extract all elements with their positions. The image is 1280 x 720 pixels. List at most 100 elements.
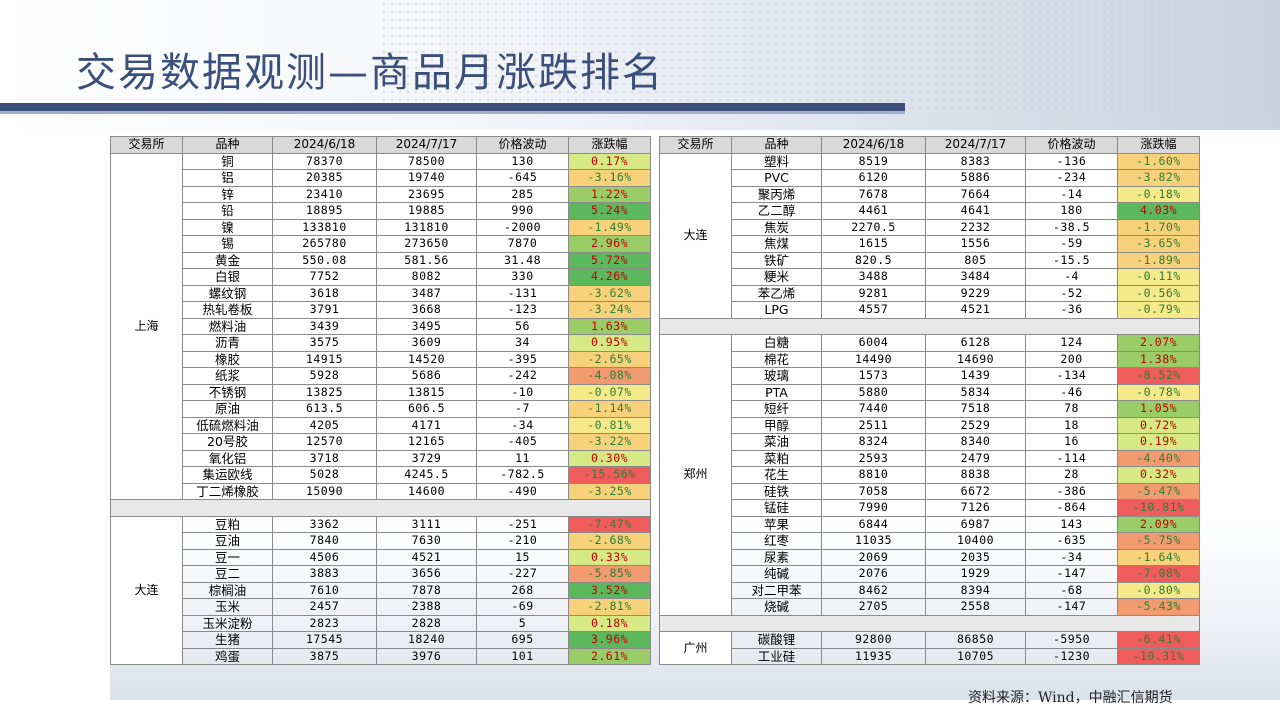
variety-cell: 菜粕 [731, 449, 822, 467]
price-start-cell: 23410 [272, 185, 377, 203]
group-separator [659, 614, 1200, 632]
pct-change-cell: 2.07% [1117, 334, 1200, 352]
table-row: PTA 5880 5834 -46 -0.78% [660, 383, 1200, 401]
variety-cell: 豆粕 [182, 515, 273, 533]
variety-cell: 塑料 [731, 152, 822, 170]
price-end-cell: 4641 [925, 202, 1026, 220]
table-row: 热轧卷板 3791 3668 -123 -3.24% [111, 301, 651, 319]
price-end-cell: 8082 [376, 268, 477, 286]
variety-cell: 红枣 [731, 532, 822, 550]
variety-cell: 白银 [182, 268, 273, 286]
price-end-cell: 23695 [376, 185, 477, 203]
variety-cell: 玉米 [182, 598, 273, 616]
price-change-cell: 16 [1025, 433, 1118, 451]
price-change-cell: -134 [1025, 367, 1118, 385]
price-start-cell: 20385 [272, 169, 377, 187]
pct-change-cell: -3.62% [568, 284, 651, 302]
price-end-cell: 131810 [376, 218, 477, 236]
variety-cell: 棉花 [731, 350, 822, 368]
price-start-cell: 13825 [272, 383, 377, 401]
price-change-cell: -386 [1025, 482, 1118, 500]
price-end-cell: 10400 [925, 532, 1026, 550]
price-change-cell: -234 [1025, 169, 1118, 187]
price-change-cell: -38.5 [1025, 218, 1118, 236]
variety-cell: 镍 [182, 218, 273, 236]
price-end-cell: 18240 [376, 631, 477, 649]
price-change-cell: -131 [476, 284, 569, 302]
pct-change-cell: -1.89% [1117, 251, 1200, 269]
variety-cell: 锰硅 [731, 499, 822, 517]
price-end-cell: 7518 [925, 400, 1026, 418]
price-end-cell: 12165 [376, 433, 477, 451]
variety-cell: 低硫燃料油 [182, 416, 273, 434]
price-end-cell: 581.56 [376, 251, 477, 269]
price-change-cell: -136 [1025, 152, 1118, 170]
price-change-cell: -15.5 [1025, 251, 1118, 269]
pct-change-cell: 0.30% [568, 449, 651, 467]
table-row: 上海铜 78370 78500 130 0.17% [110, 152, 651, 500]
table-row: 豆一 4506 4521 15 0.33% [111, 548, 651, 566]
variety-cell: 纸浆 [182, 367, 273, 385]
variety-cell: 螺纹钢 [182, 284, 273, 302]
left-commodity-table: 交易所 品种 2024/6/18 2024/7/17 价格波动 涨跌幅 上海铜 7… [110, 136, 651, 665]
price-end-cell: 2479 [925, 449, 1026, 467]
price-change-cell: 5 [476, 614, 569, 632]
table-row: 甲醇 2511 2529 18 0.72% [660, 416, 1200, 434]
pct-change-cell: -3.22% [568, 433, 651, 451]
price-end-cell: 9229 [925, 284, 1026, 302]
header-pct-change: 涨跌幅 [568, 136, 651, 154]
pct-change-cell: 2.96% [568, 235, 651, 253]
price-change-cell: 143 [1025, 515, 1118, 533]
pct-change-cell: 0.19% [1117, 433, 1200, 451]
price-change-cell: 11 [476, 449, 569, 467]
price-change-cell: -10 [476, 383, 569, 401]
price-start-cell: 7990 [821, 499, 926, 517]
price-start-cell: 2270.5 [821, 218, 926, 236]
price-start-cell: 7440 [821, 400, 926, 418]
table-row: 原油 613.5 606.5 -7 -1.14% [111, 400, 651, 418]
pct-change-cell: -0.18% [1117, 185, 1200, 203]
variety-cell: 碳酸锂 [731, 631, 822, 649]
price-end-cell: 3656 [376, 565, 477, 583]
price-change-cell: 200 [1025, 350, 1118, 368]
variety-cell: 工业硅 [731, 647, 822, 665]
price-start-cell: 8324 [821, 433, 926, 451]
variety-cell: 玻璃 [731, 367, 822, 385]
table-row: 菜粕 2593 2479 -114 -4.40% [660, 449, 1200, 467]
price-change-cell: 330 [476, 268, 569, 286]
price-start-cell: 265780 [272, 235, 377, 253]
price-start-cell: 4205 [272, 416, 377, 434]
variety-cell: 豆油 [182, 532, 273, 550]
header-pct-change: 涨跌幅 [1117, 136, 1200, 154]
price-end-cell: 2828 [376, 614, 477, 632]
price-start-cell: 3488 [821, 268, 926, 286]
price-change-cell: -69 [476, 598, 569, 616]
price-end-cell: 19885 [376, 202, 477, 220]
price-start-cell: 14490 [821, 350, 926, 368]
table-row: 粳米 3488 3484 -4 -0.11% [660, 268, 1200, 286]
table-row: 鸡蛋 3875 3976 101 2.61% [111, 647, 651, 665]
header-variety: 品种 [731, 136, 822, 154]
pct-change-cell: -2.68% [568, 532, 651, 550]
price-end-cell: 3495 [376, 317, 477, 335]
price-change-cell: 56 [476, 317, 569, 335]
price-end-cell: 3484 [925, 268, 1026, 286]
variety-cell: LPG [731, 301, 822, 319]
table-row: 锡 265780 273650 7870 2.96% [111, 235, 651, 253]
price-start-cell: 820.5 [821, 251, 926, 269]
pct-change-cell: -0.56% [1117, 284, 1200, 302]
variety-cell: 短纤 [731, 400, 822, 418]
price-change-cell: -147 [1025, 565, 1118, 583]
price-end-cell: 78500 [376, 152, 477, 170]
price-change-cell: 101 [476, 647, 569, 665]
price-end-cell: 3487 [376, 284, 477, 302]
price-start-cell: 133810 [272, 218, 377, 236]
price-start-cell: 1615 [821, 235, 926, 253]
price-change-cell: 268 [476, 581, 569, 599]
price-start-cell: 5028 [272, 466, 377, 484]
source-note: 资料来源：Wind，中融汇信期货 [968, 690, 1173, 706]
variety-cell: 铅 [182, 202, 273, 220]
variety-cell: 鸡蛋 [182, 647, 273, 665]
table-row: 红枣 11035 10400 -635 -5.75% [660, 532, 1200, 550]
price-start-cell: 2076 [821, 565, 926, 583]
